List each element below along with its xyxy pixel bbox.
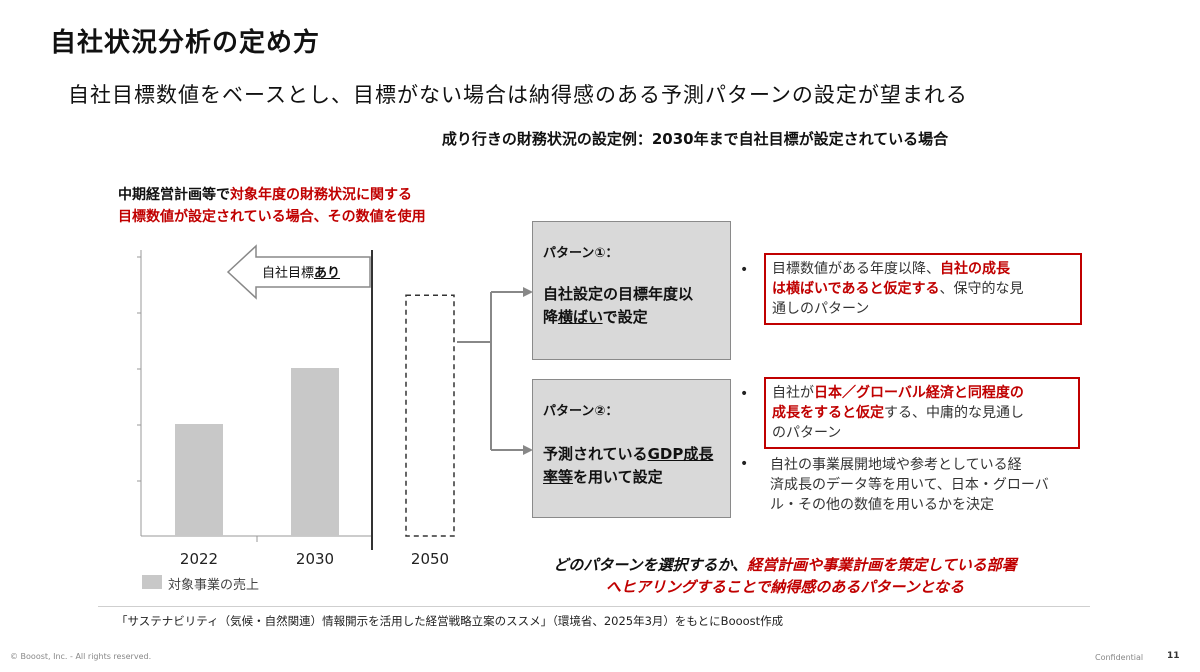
note-red-1: 経営計画や事業計画を策定している部署: [747, 556, 1017, 574]
pattern-2-head: パターン②：: [543, 404, 619, 419]
source-citation: 「サステナビリティ（気候・自然関連）情報開示を活用した経営戦略立案のススメ」（環…: [116, 614, 784, 628]
pattern-2-line2-suffix: を用いて設定: [573, 468, 663, 486]
pattern-2-line2: 率等を用いて設定: [543, 466, 720, 489]
desc1-a: 目標数値がある年度以降、: [772, 261, 940, 277]
desc3-line3: ル・その他の数値を用いるかを決定: [770, 497, 994, 513]
caption-red-2: 目標数値が設定されている場合、その数値を使用: [118, 209, 426, 225]
desc2-b: 日本／グローバル経済と同程度の: [814, 385, 1024, 401]
legend-label: 対象事業の売上: [168, 578, 260, 593]
caption-black: 中期経営計画等で: [118, 187, 230, 203]
desc1-d: 、保守的な見: [939, 281, 1024, 297]
bar-projected-2050: [405, 294, 455, 537]
confidential-label: Confidential: [1095, 653, 1144, 662]
caption-red-1: 対象年度の財務状況に関する: [230, 187, 412, 203]
example-heading: 成り行きの財務状況の設定例：2030年まで自社目標が設定されている場合: [441, 130, 949, 148]
desc2-d: する、中庸的な見通し: [884, 405, 1024, 421]
pattern-1-line2-prefix: 降: [543, 308, 559, 326]
chart-x-labels: 2022 2030 2050: [180, 550, 449, 568]
pattern-1-head: パターン①：: [543, 246, 619, 261]
page-title: 自社状況分析の定め方: [50, 28, 321, 58]
bullet-icon: •: [740, 262, 749, 278]
pattern-1-box: パターン①： 自社設定の目標年度以 降横ばいで設定: [532, 221, 731, 360]
pattern-2-line2-und: 率等: [543, 468, 574, 486]
x-tick-label: 2030: [296, 550, 334, 568]
pattern-1-line2: 降横ばいで設定: [543, 306, 720, 329]
note-red-2: へヒアリングすることで納得感のあるパターンとなる: [605, 578, 965, 596]
bar-2022: [175, 424, 223, 536]
target-arrow-icon: [226, 244, 371, 300]
pattern-1-line2-suffix: で設定: [602, 308, 648, 326]
bar-2030: [291, 368, 339, 536]
pattern-2-line1-prefix: 予測されている: [543, 445, 648, 463]
chart-bars: [175, 294, 455, 537]
pattern-1-line2-und: 横ばい: [558, 308, 603, 326]
pattern-2-box: パターン②： 予測されているGDP成長 率等を用いて設定: [532, 379, 731, 518]
bullet-icon: •: [740, 456, 749, 472]
bottom-note: どのパターンを選択するか、経営計画や事業計画を策定している部署 へヒアリングする…: [530, 554, 1040, 598]
desc2-a: 自社が: [772, 385, 814, 401]
pattern-2-body: 予測されているGDP成長 率等を用いて設定: [543, 443, 720, 489]
note-black: どのパターンを選択するか、: [553, 556, 748, 574]
connector-arrows: [457, 287, 533, 455]
pattern-2-description: 自社が日本／グローバル経済と同程度の 成長をすると仮定する、中庸的な見通し のパ…: [764, 377, 1080, 449]
source-divider: [98, 606, 1090, 607]
desc3-line1: 自社の事業展開地域や参考としている経: [770, 457, 1022, 473]
desc1-c: は横ばいであると仮定する: [772, 281, 940, 297]
target-arrow-label: 自社目標あり: [262, 262, 340, 281]
desc3-line2: 済成長のデータ等を用いて、日本・グローバ: [770, 477, 1049, 493]
legend-swatch: [142, 575, 162, 589]
copyright: © Booost, Inc. - All rights reserved.: [10, 652, 152, 661]
desc2-e: のパターン: [772, 425, 842, 441]
pattern-1-description: 目標数値がある年度以降、自社の成長 は横ばいであると仮定する、保守的な見 通しの…: [764, 253, 1082, 325]
pattern-2-detail: 自社の事業展開地域や参考としている経 済成長のデータ等を用いて、日本・グローバ …: [770, 455, 1090, 515]
desc1-e: 通しのパターン: [772, 301, 870, 317]
page-number: 11: [1167, 651, 1180, 661]
sales-bar-chart: 2022 2030 2050: [137, 250, 455, 568]
x-tick-label: 2022: [180, 550, 218, 568]
chart-caption: 中期経営計画等で対象年度の財務状況に関する 目標数値が設定されている場合、その数…: [118, 184, 426, 228]
pattern-1-body: 自社設定の目標年度以 降横ばいで設定: [543, 283, 720, 329]
page-subtitle: 自社目標数値をベースとし、目標がない場合は納得感のある予測パターンの設定が望まれ…: [68, 83, 968, 107]
x-tick-label: 2050: [411, 550, 449, 568]
pattern-2-line1: 予測されているGDP成長: [543, 443, 720, 466]
desc1-b: 自社の成長: [940, 261, 1010, 277]
pattern-2-line1-und: GDP成長: [647, 445, 714, 463]
bullet-icon: •: [740, 386, 749, 402]
arrow-label-prefix: 自社目標: [262, 266, 315, 281]
desc2-c: 成長をすると仮定: [772, 405, 884, 421]
arrow-label-emph: あり: [314, 266, 341, 281]
pattern-1-line1: 自社設定の目標年度以: [543, 285, 694, 303]
